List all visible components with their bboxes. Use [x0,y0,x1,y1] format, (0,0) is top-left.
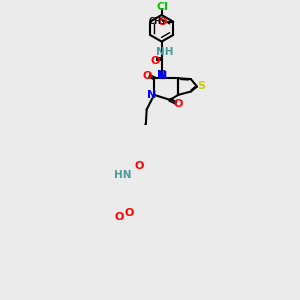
Text: N: N [147,90,156,100]
Text: Cl: Cl [157,2,168,12]
Text: O: O [150,56,160,66]
Text: O: O [174,99,183,109]
Text: O: O [125,208,134,218]
Text: O: O [134,160,144,171]
Text: N: N [158,71,167,81]
Text: N: N [158,70,167,80]
Text: CH₃: CH₃ [149,17,166,26]
Text: HN: HN [114,170,131,180]
Text: O: O [143,71,152,81]
Text: O: O [114,212,124,222]
Text: NH: NH [156,47,174,57]
Text: S: S [197,81,205,91]
Text: O: O [158,16,167,27]
